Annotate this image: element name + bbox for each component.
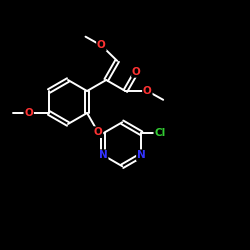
Text: Cl: Cl	[154, 128, 166, 138]
Text: O: O	[24, 108, 33, 118]
Text: O: O	[143, 86, 152, 96]
Text: O: O	[132, 67, 141, 77]
Text: N: N	[137, 150, 146, 160]
Text: O: O	[97, 40, 106, 50]
Text: O: O	[94, 127, 102, 137]
Text: N: N	[99, 150, 108, 160]
